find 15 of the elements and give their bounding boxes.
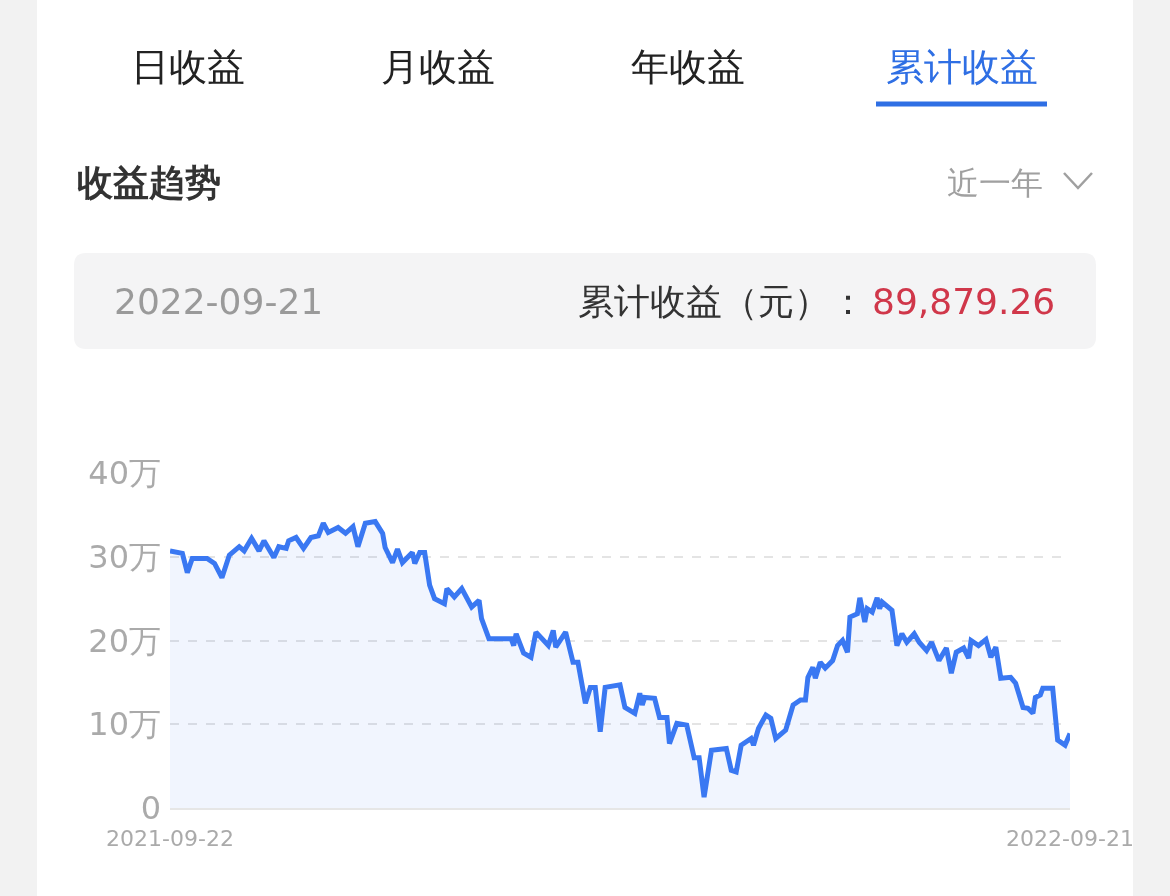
text: 累计收益 — [886, 45, 1038, 89]
text: 年收益 — [631, 45, 745, 89]
y-tick-label: 0 — [140, 789, 161, 828]
x-tick-label: 2021-09-22 — [106, 826, 234, 852]
text: 2022-09-21 — [114, 281, 324, 322]
y-tick-label: 20万 — [88, 621, 161, 660]
text: 月收益 — [381, 45, 495, 89]
y-tick-label: 30万 — [88, 537, 161, 576]
y-tick-label: 40万 — [88, 454, 161, 493]
text: 累计收益（元）： — [578, 281, 866, 322]
y-tick-label: 10万 — [88, 705, 161, 744]
chart-title: 收益趋势 — [77, 162, 221, 203]
text: 近一年 — [947, 164, 1043, 202]
text: 日收益 — [131, 45, 245, 89]
text: 89,879.26 — [872, 281, 1056, 322]
